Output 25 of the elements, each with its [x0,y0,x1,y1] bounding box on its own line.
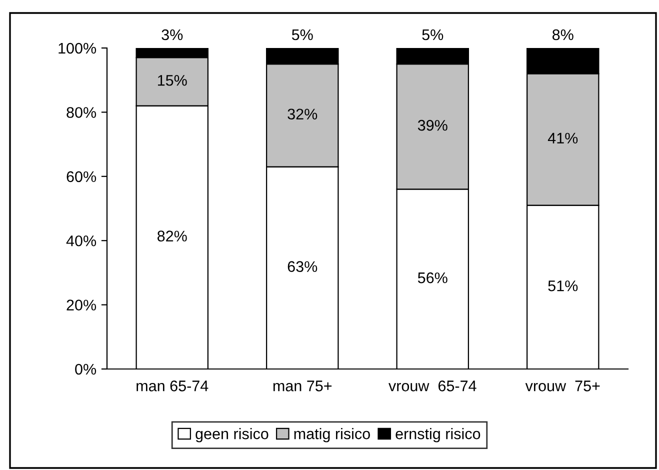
x-tick-label: man 65-74 [136,380,208,392]
data-label: 32% [288,108,318,120]
y-tick-label: 0% [75,364,96,375]
y-tick-label: 80% [66,107,96,118]
data-label: 15% [158,75,187,86]
x-tick-label: man 75+ [273,380,332,392]
legend-label: geen risico [196,428,268,442]
data-label: 3% [162,29,183,40]
data-label: 51% [548,280,578,292]
legend-label: matig risico [294,428,370,442]
data-label: 82% [158,230,187,242]
data-label: 5% [422,29,444,40]
y-tick-label: 20% [66,300,96,310]
data-label: 39% [418,120,448,131]
legend-label: ernstig risico [396,428,480,442]
x-tick-label: vrouw 65-74 [388,380,476,392]
y-tick-label: 60% [66,171,96,182]
data-label: 56% [418,272,448,284]
data-label: 63% [288,261,318,272]
data-label: 8% [552,29,574,40]
x-tick-label: vrouw 75+ [525,380,600,392]
data-label: 5% [292,29,313,40]
data-label: 41% [548,132,578,144]
y-tick-label: 40% [66,235,96,246]
y-tick-label: 100% [58,42,96,54]
